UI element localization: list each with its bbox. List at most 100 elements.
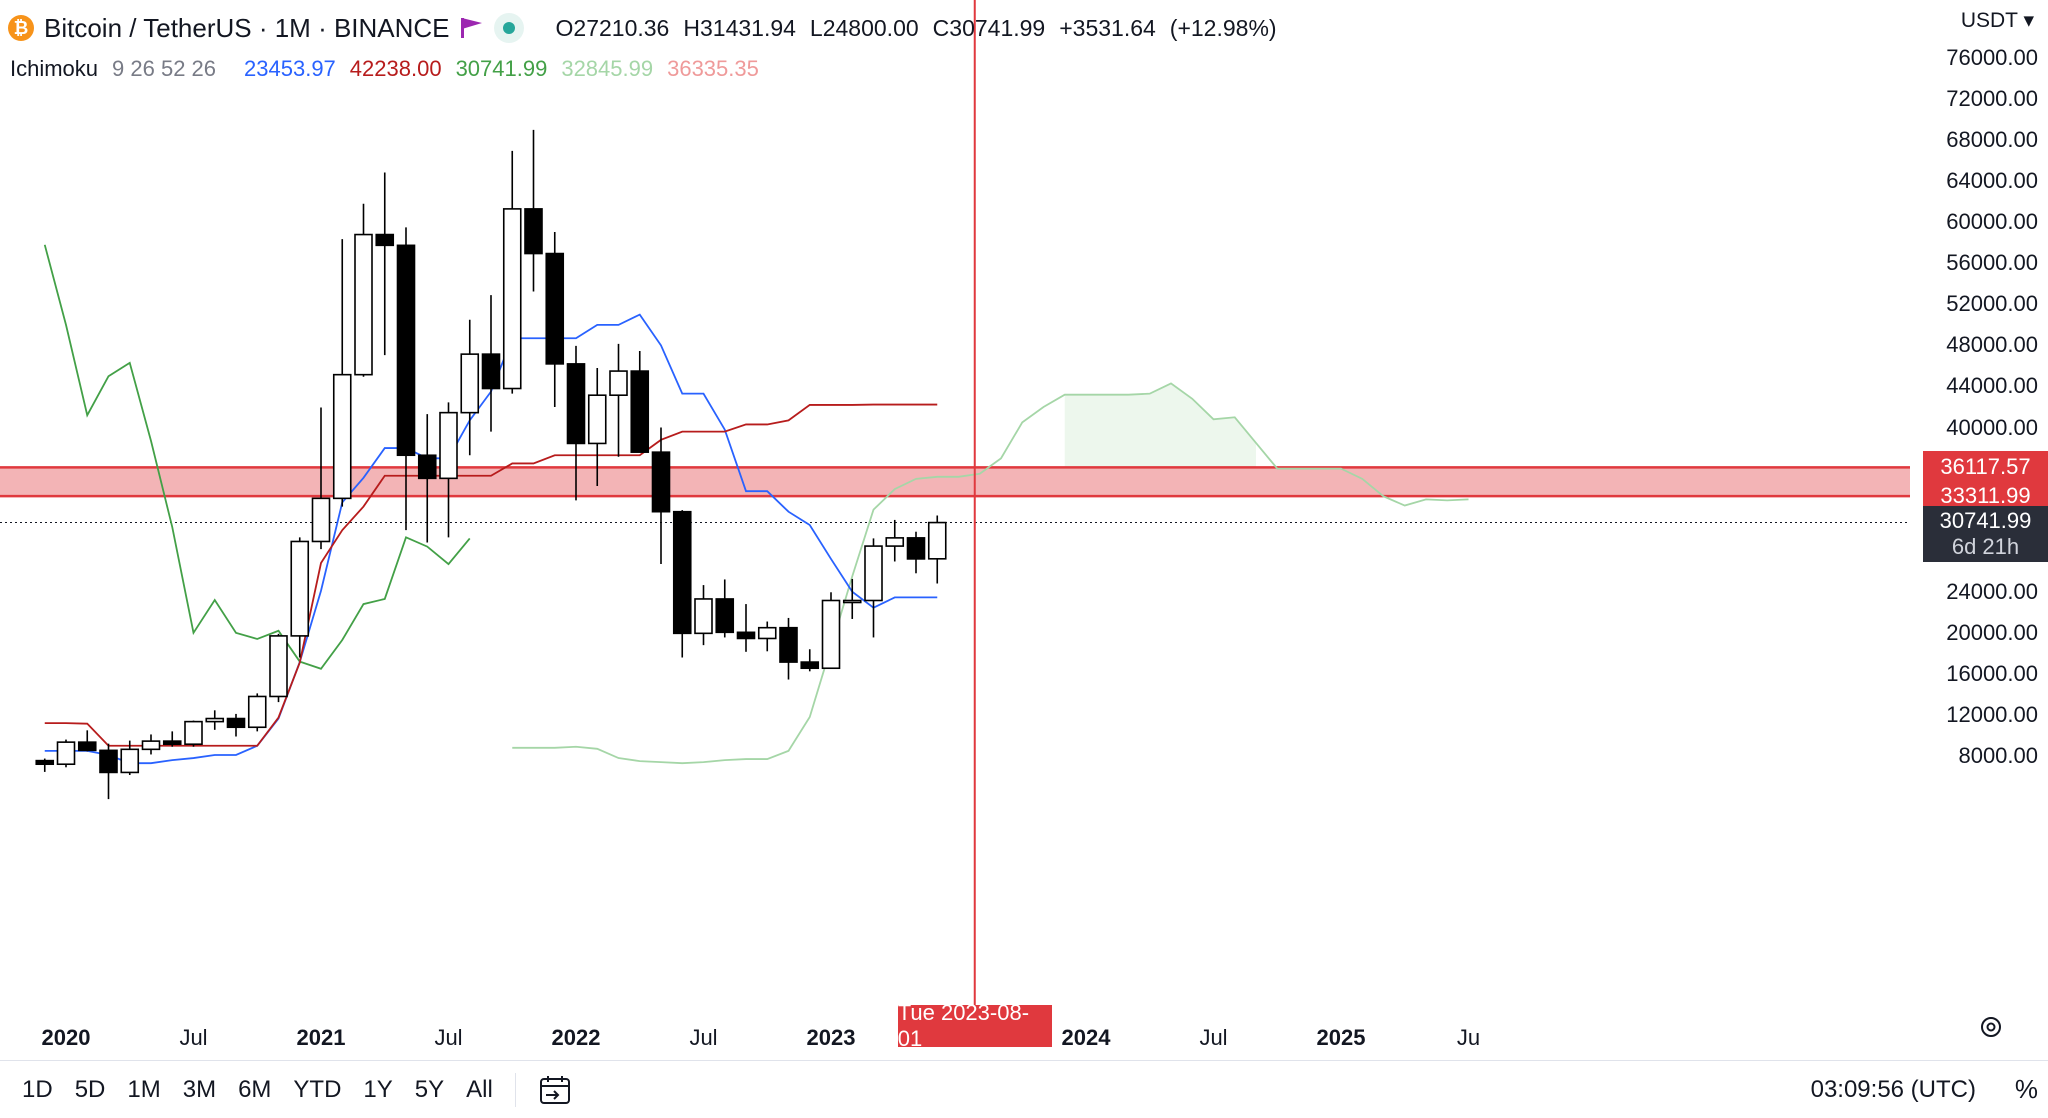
candle-up bbox=[120, 748, 140, 774]
ohlc-key: L bbox=[809, 14, 823, 41]
ohlc-item: +3531.64 bbox=[1059, 15, 1156, 42]
candle-up bbox=[587, 394, 607, 445]
price-tick-label: 20000.00 bbox=[1946, 619, 2038, 645]
utc-clock[interactable]: 03:09:56 (UTC) bbox=[1810, 1075, 1976, 1103]
symbol-title[interactable]: Bitcoin / TetherUS · 1M · BINANCE bbox=[44, 12, 450, 43]
ohlc-item: O27210.36 bbox=[556, 15, 670, 42]
candle-up bbox=[332, 373, 352, 500]
candle-down bbox=[672, 510, 692, 635]
candle-up bbox=[927, 521, 947, 560]
candle-up bbox=[609, 370, 628, 396]
candle-up bbox=[757, 626, 777, 640]
candle-down bbox=[651, 451, 671, 513]
price-tick-label: 52000.00 bbox=[1946, 291, 2038, 317]
candle-up bbox=[311, 497, 331, 543]
candle-up bbox=[141, 740, 161, 751]
ohlc-value: 30741.99 bbox=[949, 14, 1046, 41]
ohlc-value: +3531.64 bbox=[1059, 14, 1156, 41]
price-axis[interactable]: USDT ▾ 76000.00 72000.00 68000.00 64000.00 6… bbox=[1910, 0, 2048, 1050]
settings-icon[interactable] bbox=[1976, 1012, 2006, 1042]
indicator-value: 32845.99 bbox=[561, 56, 654, 81]
range-button-5y[interactable]: 5Y bbox=[414, 1075, 445, 1103]
range-button-1y[interactable]: 1Y bbox=[363, 1075, 393, 1103]
range-button-1d[interactable]: 1D bbox=[22, 1075, 53, 1103]
candle-up bbox=[56, 741, 76, 766]
chikou-span-line bbox=[43, 244, 471, 670]
candle-down bbox=[715, 598, 735, 634]
chart-svg[interactable] bbox=[0, 0, 1910, 1005]
candle-down bbox=[226, 717, 246, 729]
resistance-zone bbox=[0, 467, 1910, 497]
bar-countdown: 6d 21h bbox=[1951, 533, 2020, 559]
price-tick-label: 8000.00 bbox=[1958, 743, 2038, 768]
chevron-down-icon: ▾ bbox=[2023, 9, 2034, 32]
ohlc-value: (+12.98%) bbox=[1169, 14, 1277, 41]
ohlc-value: 31431.94 bbox=[699, 14, 796, 41]
price-tick-label: 68000.00 bbox=[1946, 127, 2038, 153]
price-tick-label: 48000.00 bbox=[1946, 332, 2038, 358]
candle-up bbox=[290, 540, 310, 637]
candle-up bbox=[205, 717, 225, 723]
ohlc-value: 27210.36 bbox=[573, 14, 670, 41]
candle-up bbox=[247, 695, 267, 729]
ohlc-item: C30741.99 bbox=[933, 15, 1046, 42]
chart-plot-area[interactable] bbox=[0, 0, 1910, 1005]
time-tick-label: 2022 bbox=[551, 1025, 601, 1050]
time-tick-label: 2024 bbox=[1061, 1025, 1111, 1050]
range-button-3m[interactable]: 3M bbox=[182, 1075, 217, 1103]
candle-up bbox=[269, 635, 288, 698]
range-button-all[interactable]: All bbox=[466, 1075, 493, 1103]
price-tick-label: 44000.00 bbox=[1946, 373, 2038, 399]
time-tick-label: Jul bbox=[434, 1025, 463, 1050]
price-tick-label: 60000.00 bbox=[1946, 209, 2038, 235]
ohlc-values: O27210.36 H31431.94 L24800.00 C30741.99 +353… bbox=[556, 15, 1277, 42]
candle-down bbox=[779, 626, 798, 663]
last-price-tag: 30741.99 6d 21h bbox=[1923, 505, 2048, 562]
candle-down bbox=[77, 741, 97, 752]
candle-down bbox=[524, 208, 543, 255]
candle-down bbox=[630, 370, 650, 453]
flag-icon[interactable] bbox=[460, 17, 484, 39]
range-buttons: 1D 5D 1M 3M 6M YTD 1Y 5Y All bbox=[0, 1076, 493, 1104]
ohlc-item: H31431.94 bbox=[683, 15, 796, 42]
indicator-value: 42238.00 bbox=[349, 56, 442, 81]
indicator-params: 9 26 52 26 bbox=[112, 56, 217, 81]
range-button-1m[interactable]: 1M bbox=[127, 1075, 161, 1103]
range-button-5d[interactable]: 5D bbox=[74, 1075, 106, 1103]
time-axis[interactable]: 2020 Jul 2021 Jul 2022 Jul 2023 2024 Jul 2025 Ju bbox=[0, 1005, 1910, 1055]
price-tick-label: 12000.00 bbox=[1946, 701, 2038, 727]
price-tick-label: 76000.00 bbox=[1946, 45, 2038, 70]
divider bbox=[514, 1072, 516, 1107]
indicator-value: 23453.97 bbox=[244, 56, 336, 81]
candle-down bbox=[162, 740, 182, 745]
price-tick-label: 24000.00 bbox=[1946, 578, 2038, 604]
candle-down bbox=[736, 631, 756, 640]
candle-up bbox=[694, 598, 713, 635]
time-tick-label: Jul bbox=[1199, 1025, 1228, 1050]
candle-down bbox=[396, 244, 416, 457]
candle-up bbox=[460, 353, 480, 414]
range-button-ytd[interactable]: YTD bbox=[293, 1075, 342, 1103]
time-tick-label: Jul bbox=[179, 1025, 208, 1050]
currency-selector[interactable]: USDT ▾ bbox=[1961, 8, 2034, 33]
symbol-legend: ₿ Bitcoin / TetherUS · 1M · BINANCE O272… bbox=[8, 10, 1277, 46]
go-to-date-icon[interactable] bbox=[538, 1073, 572, 1107]
time-tick-label: Ju bbox=[1456, 1025, 1481, 1050]
time-tick-label: 2021 bbox=[296, 1025, 346, 1050]
ichimoku-cloud bbox=[1064, 383, 1256, 468]
candle-down bbox=[35, 759, 55, 766]
senkou-span-a-line bbox=[512, 382, 1469, 765]
candle-up bbox=[502, 208, 522, 390]
time-tick-label: 2025 bbox=[1316, 1025, 1366, 1050]
indicator-legend[interactable]: Ichimoku 9 26 52 26 23453.97 42238.00 3074… bbox=[10, 56, 759, 82]
candle-up bbox=[885, 537, 905, 547]
candle-down bbox=[800, 661, 820, 670]
currency-label: USDT bbox=[1960, 9, 2018, 32]
market-status-icon[interactable] bbox=[493, 13, 524, 43]
time-tick-label: 2023 bbox=[806, 1025, 856, 1050]
range-button-6m[interactable]: 6M bbox=[238, 1075, 272, 1103]
candle-up bbox=[439, 411, 458, 480]
candle-down bbox=[417, 454, 437, 480]
ohlc-key: O bbox=[555, 14, 574, 41]
percent-scale-toggle[interactable]: % bbox=[2014, 1074, 2038, 1104]
